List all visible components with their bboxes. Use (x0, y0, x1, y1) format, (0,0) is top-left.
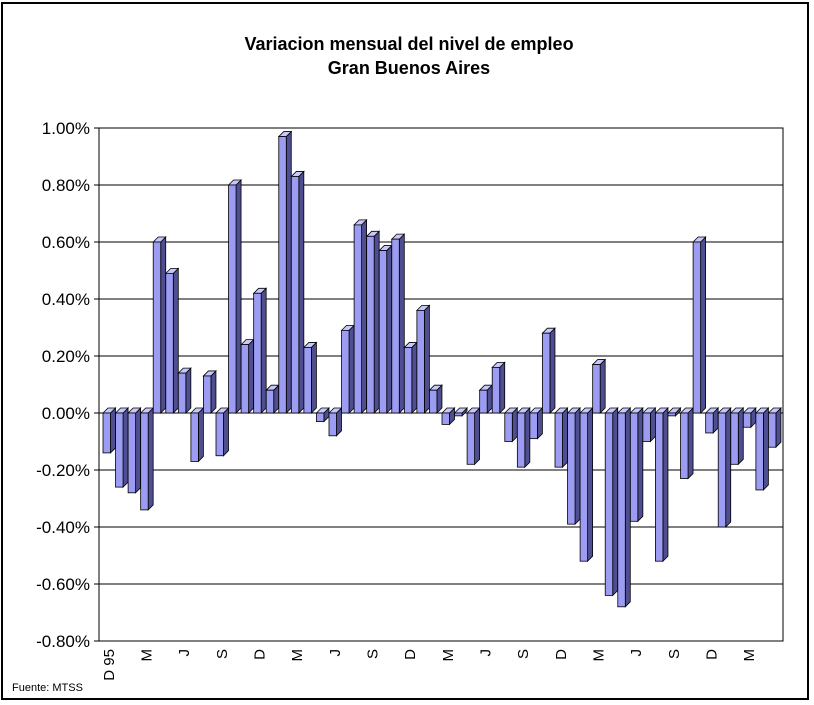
x-tick-label: M (138, 649, 155, 662)
x-tick-label: M (289, 649, 306, 662)
bar (466, 407, 481, 466)
y-tick-label: 1.00% (42, 119, 90, 138)
x-tick-label: D (402, 649, 419, 660)
bar (754, 407, 770, 491)
x-tick-label: D (251, 649, 268, 660)
x-axis-labels: D 95 M J S D M J S D M J S D M J S D M (101, 649, 758, 681)
bar (491, 361, 506, 414)
source-note: Fuente: MTSS (12, 682, 83, 694)
bar (591, 358, 607, 414)
y-tick-label: -0.60% (36, 575, 90, 594)
bar (240, 338, 255, 414)
bar (340, 324, 356, 414)
bar (265, 384, 280, 414)
bar (679, 407, 695, 480)
y-tick-label: 0.60% (42, 233, 90, 252)
bar (729, 407, 745, 466)
bar (227, 179, 243, 414)
bars (102, 130, 782, 608)
x-tick-label: M (440, 649, 457, 662)
bar (704, 407, 720, 434)
bar (215, 407, 230, 457)
bar (277, 130, 293, 414)
bar-chart: Variacion mensual del nivel de empleo Gr… (12, 34, 784, 694)
y-tick-label: 0.80% (42, 176, 90, 195)
y-tick-label: 0.40% (42, 290, 90, 309)
bar (629, 407, 644, 523)
bar (742, 407, 757, 429)
bar (441, 407, 456, 426)
bar (378, 244, 393, 414)
bar (453, 407, 469, 417)
bar (528, 407, 544, 440)
bar (541, 327, 556, 414)
y-axis-labels: 1.00% 0.80% 0.60% 0.40% 0.20% 0.00% -0.20% -0.4… (36, 119, 90, 651)
bar (604, 407, 619, 597)
bar (554, 407, 569, 469)
y-tick-label: -0.40% (36, 518, 90, 537)
bar (641, 407, 657, 443)
bar (516, 407, 531, 469)
bar (127, 407, 142, 494)
x-tick-label: S (214, 649, 231, 659)
bar (415, 304, 431, 414)
bar (139, 407, 155, 511)
bar (579, 407, 594, 563)
bar (767, 407, 782, 449)
y-tick-label: 0.20% (42, 347, 90, 366)
bar (428, 384, 443, 414)
chart-subtitle: Gran Buenos Aires (328, 58, 490, 78)
bar (566, 407, 582, 526)
bar (252, 287, 268, 414)
y-tick-label: -0.20% (36, 461, 90, 480)
bar (152, 236, 167, 414)
x-tick-label: S (364, 649, 381, 659)
bar (667, 407, 682, 417)
bar (503, 407, 519, 443)
bar (177, 367, 192, 414)
x-tick-label: D (553, 649, 570, 660)
bar (189, 407, 205, 463)
bar (202, 369, 217, 414)
gridlines (94, 127, 784, 642)
x-tick-label: J (477, 649, 494, 657)
x-tick-label: D (703, 649, 720, 660)
bar (692, 236, 707, 414)
bar (353, 218, 368, 414)
x-tick-label: J (176, 649, 193, 657)
bar (403, 341, 418, 414)
y-tick-label: 0.00% (42, 404, 90, 423)
x-tick-label: S (666, 649, 683, 659)
bar (328, 407, 343, 437)
plot-area-border (98, 127, 784, 642)
bar (290, 170, 305, 414)
y-tick-label: -0.80% (36, 632, 90, 651)
bar (717, 407, 732, 528)
bar (164, 267, 180, 414)
bar (365, 230, 381, 414)
x-tick-label: S (515, 649, 532, 659)
bar (616, 407, 632, 608)
bar (102, 407, 117, 454)
bar (114, 407, 130, 489)
bar (390, 233, 406, 414)
bar (302, 341, 318, 414)
bar (315, 407, 330, 423)
x-tick-label: J (327, 649, 344, 657)
x-tick-label: J (628, 649, 645, 657)
bar (654, 407, 669, 563)
x-tick-label: M (590, 649, 607, 662)
x-tick-label: M (741, 649, 758, 662)
bar (478, 384, 494, 414)
x-tick-label: D 95 (101, 649, 118, 681)
chart-title: Variacion mensual del nivel de empleo (244, 34, 573, 54)
